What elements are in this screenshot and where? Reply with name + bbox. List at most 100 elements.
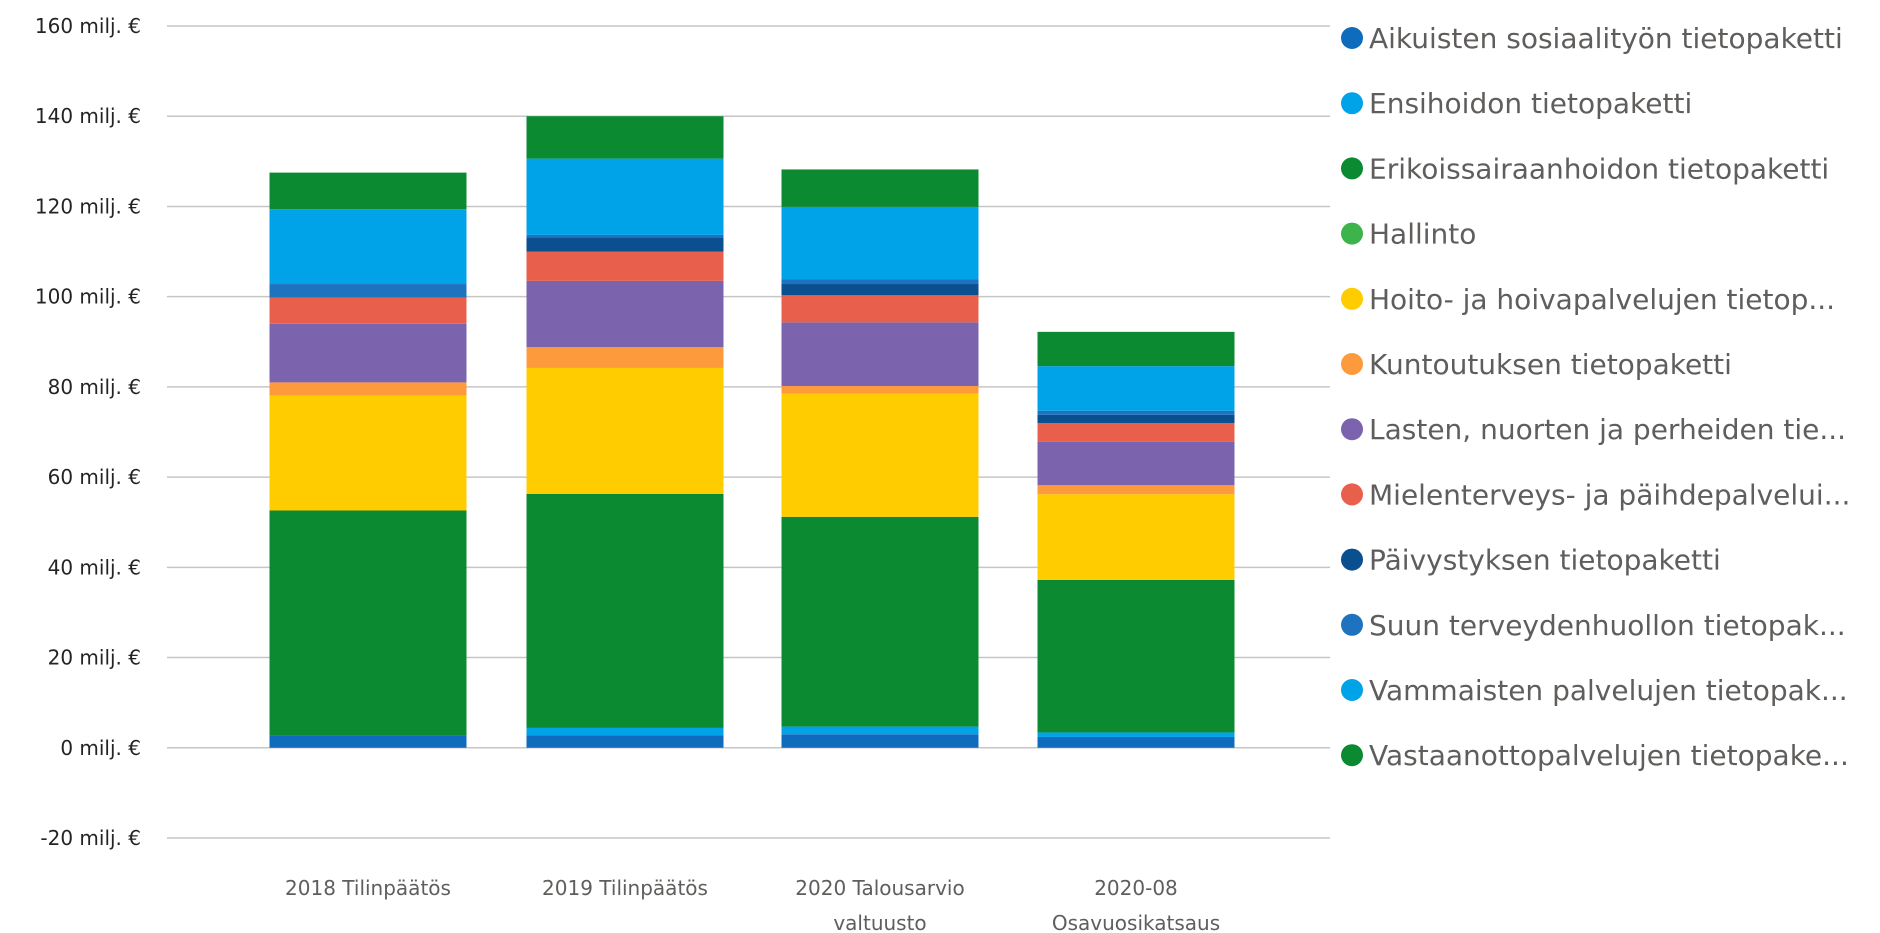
legend-label: Suun terveydenhuollon tietopak... [1369,609,1846,642]
bar-segment[interactable] [269,323,467,383]
bar-segment[interactable] [526,347,724,368]
bar-segment[interactable] [1037,494,1235,580]
bar-segment[interactable] [269,284,467,298]
bar-segment[interactable] [269,510,467,736]
legend-marker [1341,679,1363,701]
y-tick-label: 80 milj. € [48,375,141,399]
bar-segment[interactable] [1037,414,1235,423]
bar-segment[interactable] [781,295,979,323]
bar-segment[interactable] [781,284,979,296]
bar-segment[interactable] [269,382,467,396]
legend-label: Lasten, nuorten ja perheiden tie... [1369,413,1846,446]
y-tick-label: 0 milj. € [60,736,141,760]
y-tick-label: 100 milj. € [35,285,141,309]
legend-item[interactable]: Lasten, nuorten ja perheiden tie... [1341,413,1846,446]
legend-label: Aikuisten sosiaalityön tietopaketti [1369,22,1843,55]
bar-segment[interactable] [526,280,724,348]
legend-label: Hoito- ja hoivapalvelujen tietop... [1369,283,1835,316]
bar-segment[interactable] [526,727,724,736]
bar-segment[interactable] [781,516,979,727]
y-tick-label: -20 milj. € [40,826,141,850]
bar-segment[interactable] [526,367,724,494]
y-tick-label: 40 milj. € [48,555,141,579]
bar-segment[interactable] [1037,422,1235,442]
legend-label: Mielenterveys- ja päihdepalvelui... [1369,478,1850,511]
legend[interactable]: Aikuisten sosiaalityön tietopaketti Ensih… [1341,22,1850,772]
bar-segment[interactable] [1037,485,1235,495]
legend-marker [1341,613,1363,636]
bar-segment[interactable] [1037,331,1235,367]
legend-item[interactable]: Ensihoidon tietopaketti [1341,87,1692,120]
bar-segment[interactable] [1037,736,1235,748]
x-category-label: Osavuosikatsaus [1052,911,1220,933]
bar-segment[interactable] [526,234,724,238]
bar-segment[interactable] [269,395,467,511]
legend-marker [1341,483,1363,506]
legend-marker [1341,353,1363,375]
bar-segment[interactable] [1037,366,1235,411]
bar-segment[interactable] [526,237,724,252]
bar-segment[interactable] [781,169,979,207]
bar-segment[interactable] [269,172,467,210]
bars[interactable] [269,116,1235,748]
legend-marker [1341,157,1363,180]
x-category-label: valtuusto [833,911,926,933]
bar-segment[interactable] [1037,732,1235,737]
y-tick-label: 20 milj. € [48,646,141,670]
bar-segment[interactable] [781,726,979,735]
legend-item[interactable]: Aikuisten sosiaalityön tietopaketti [1341,22,1843,55]
bar-segment[interactable] [526,251,724,281]
legend-item[interactable]: Kuntoutuksen tietopaketti [1341,348,1732,381]
legend-label: Ensihoidon tietopaketti [1369,87,1692,120]
legend-item[interactable]: Hoito- ja hoivapalvelujen tietop... [1341,283,1835,316]
legend-item[interactable]: Päivystyksen tietopaketti [1341,544,1721,577]
legend-label: Kuntoutuksen tietopaketti [1369,348,1732,381]
legend-label: Vammaisten palvelujen tietopak... [1369,674,1848,707]
legend-marker [1341,287,1363,310]
legend-item[interactable]: Hallinto [1341,218,1476,251]
bar-segment[interactable] [526,158,724,235]
bar-segment[interactable] [781,206,979,280]
legend-item[interactable]: Erikoissairaanhoidon tietopaketti [1341,152,1829,185]
bar-segment[interactable] [781,734,979,748]
legend-marker [1341,548,1363,571]
y-tick-label: 120 milj. € [35,194,141,218]
legend-marker [1341,744,1363,767]
legend-label: Vastaanottopalvelujen tietopake... [1369,739,1849,772]
legend-marker [1341,92,1363,115]
legend-item[interactable]: Mielenterveys- ja päihdepalvelui... [1341,478,1850,511]
y-tick-label: 160 milj. € [35,14,141,38]
y-axis: 160 milj. € 140 milj. € 120 milj. € 100 mil… [35,14,141,850]
x-axis: 2018 Tilinpäätös 2019 Tilinpäätös 2020 Tal… [285,876,1220,933]
legend-item[interactable]: Vastaanottopalvelujen tietopake... [1341,739,1849,772]
bar-segment[interactable] [269,209,467,285]
x-category-label: 2020-08 [1094,876,1178,900]
y-tick-label: 60 milj. € [48,465,141,489]
bar-segment[interactable] [526,493,724,728]
bar-segment[interactable] [781,322,979,386]
bar-segment[interactable] [526,735,724,748]
bar-segment[interactable] [1037,579,1235,733]
bar-segment[interactable] [269,735,467,748]
legend-marker [1341,222,1363,245]
x-category-label: 2019 Tilinpäätös [542,876,708,900]
y-tick-label: 140 milj. € [35,104,141,128]
x-category-label: 2018 Tilinpäätös [285,876,451,900]
legend-item[interactable]: Vammaisten palvelujen tietopak... [1341,674,1848,707]
x-category-label: 2020 Talousarvio [795,876,964,900]
bar-segment[interactable] [1037,441,1235,486]
legend-marker [1341,418,1363,441]
bar-segment[interactable] [781,279,979,285]
legend-item[interactable]: Suun terveydenhuollon tietopak... [1341,609,1846,642]
legend-label: Päivystyksen tietopaketti [1369,544,1721,577]
bar-segment[interactable] [1037,410,1235,415]
bar-segment[interactable] [269,297,467,324]
legend-label: Hallinto [1369,218,1476,251]
legend-marker [1341,27,1363,49]
bar-segment[interactable] [781,385,979,394]
bar-segment[interactable] [781,393,979,517]
legend-label: Erikoissairaanhoidon tietopaketti [1369,152,1829,185]
bar-segment[interactable] [526,116,724,159]
